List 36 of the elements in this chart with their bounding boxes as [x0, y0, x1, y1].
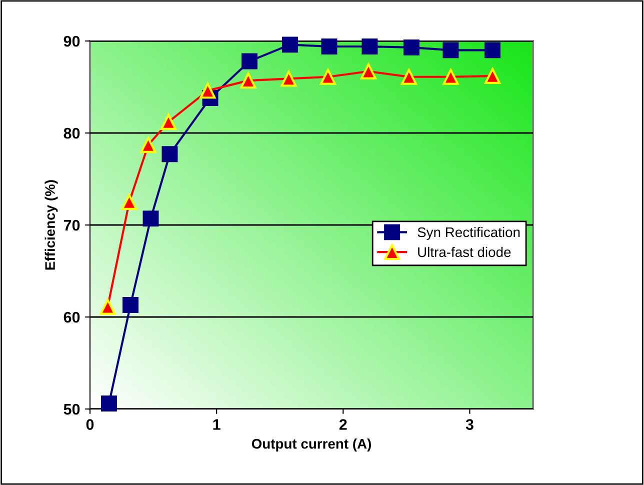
- x-axis-title: Output current (A): [252, 438, 371, 452]
- y-tick-label: 50: [64, 404, 80, 415]
- y-tick-label: 70: [64, 220, 80, 231]
- x-tick-label: 2: [339, 419, 347, 430]
- point: [404, 39, 420, 56]
- point: [280, 70, 297, 87]
- y-tick-label: 80: [64, 128, 80, 139]
- point: [140, 136, 156, 153]
- point: [320, 68, 336, 85]
- point: [142, 210, 159, 227]
- x-tick-label: 0: [86, 419, 94, 430]
- x-tick-label: 3: [466, 419, 474, 430]
- point: [200, 82, 216, 99]
- point: [241, 53, 258, 70]
- y-axis-title: Efficiency (%): [44, 180, 58, 270]
- point: [162, 146, 178, 162]
- point: [100, 298, 116, 315]
- legend-label: Ultra-fast diode: [418, 246, 511, 258]
- point: [282, 36, 298, 53]
- point: [362, 38, 378, 55]
- y-tick-label: 90: [64, 36, 80, 47]
- point: [484, 68, 500, 84]
- point: [360, 63, 376, 80]
- point: [122, 297, 138, 314]
- x-tick-label: 1: [213, 419, 220, 430]
- point: [100, 395, 117, 412]
- point: [484, 42, 500, 58]
- point: [442, 42, 459, 58]
- legend-label: Syn Rectification: [418, 226, 520, 240]
- point: [442, 68, 459, 85]
- point: [321, 38, 338, 55]
- point: [400, 68, 417, 85]
- point: [240, 72, 256, 89]
- point: [121, 194, 138, 210]
- point: [160, 114, 176, 130]
- y-tick-label: 60: [64, 312, 80, 323]
